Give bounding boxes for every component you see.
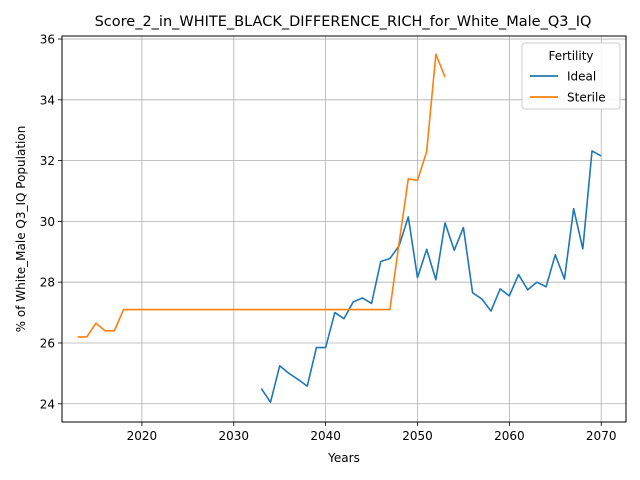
y-tick-label: 34 [40, 93, 55, 107]
legend-title: Fertility [548, 49, 593, 63]
y-axis-label: % of White_Male Q3_IQ Population [14, 126, 28, 333]
y-tick-label: 28 [40, 276, 55, 290]
legend-label-sterile: Sterile [567, 91, 606, 105]
x-tick-label: 2020 [127, 429, 158, 443]
series-lines [77, 53, 602, 404]
grid-lines [62, 36, 626, 422]
y-tick-label: 26 [40, 336, 55, 350]
y-tick-label: 30 [40, 215, 55, 229]
x-tick-label: 2040 [310, 429, 341, 443]
series-line-ideal [260, 150, 602, 404]
legend: Fertility Ideal Sterile [521, 42, 621, 110]
legend-label-ideal: Ideal [567, 70, 596, 84]
series-line-sterile [77, 53, 446, 338]
x-tick-label: 2030 [218, 429, 249, 443]
legend-box [521, 42, 621, 110]
y-tick-label: 24 [40, 397, 55, 411]
x-tick-label: 2070 [586, 429, 617, 443]
x-tick-label: 2050 [402, 429, 433, 443]
x-axis-label: Years [327, 451, 360, 465]
y-tick-label: 32 [40, 154, 55, 168]
chart-title: Score_2_in_WHITE_BLACK_DIFFERENCE_RICH_f… [95, 14, 592, 30]
x-axis-ticks: 2020 2030 2040 2050 2060 2070 [127, 422, 617, 443]
y-axis-ticks: 24 26 28 30 32 34 36 [40, 33, 62, 411]
x-tick-label: 2060 [494, 429, 525, 443]
y-tick-label: 36 [40, 33, 55, 47]
plot-frame [61, 35, 627, 423]
